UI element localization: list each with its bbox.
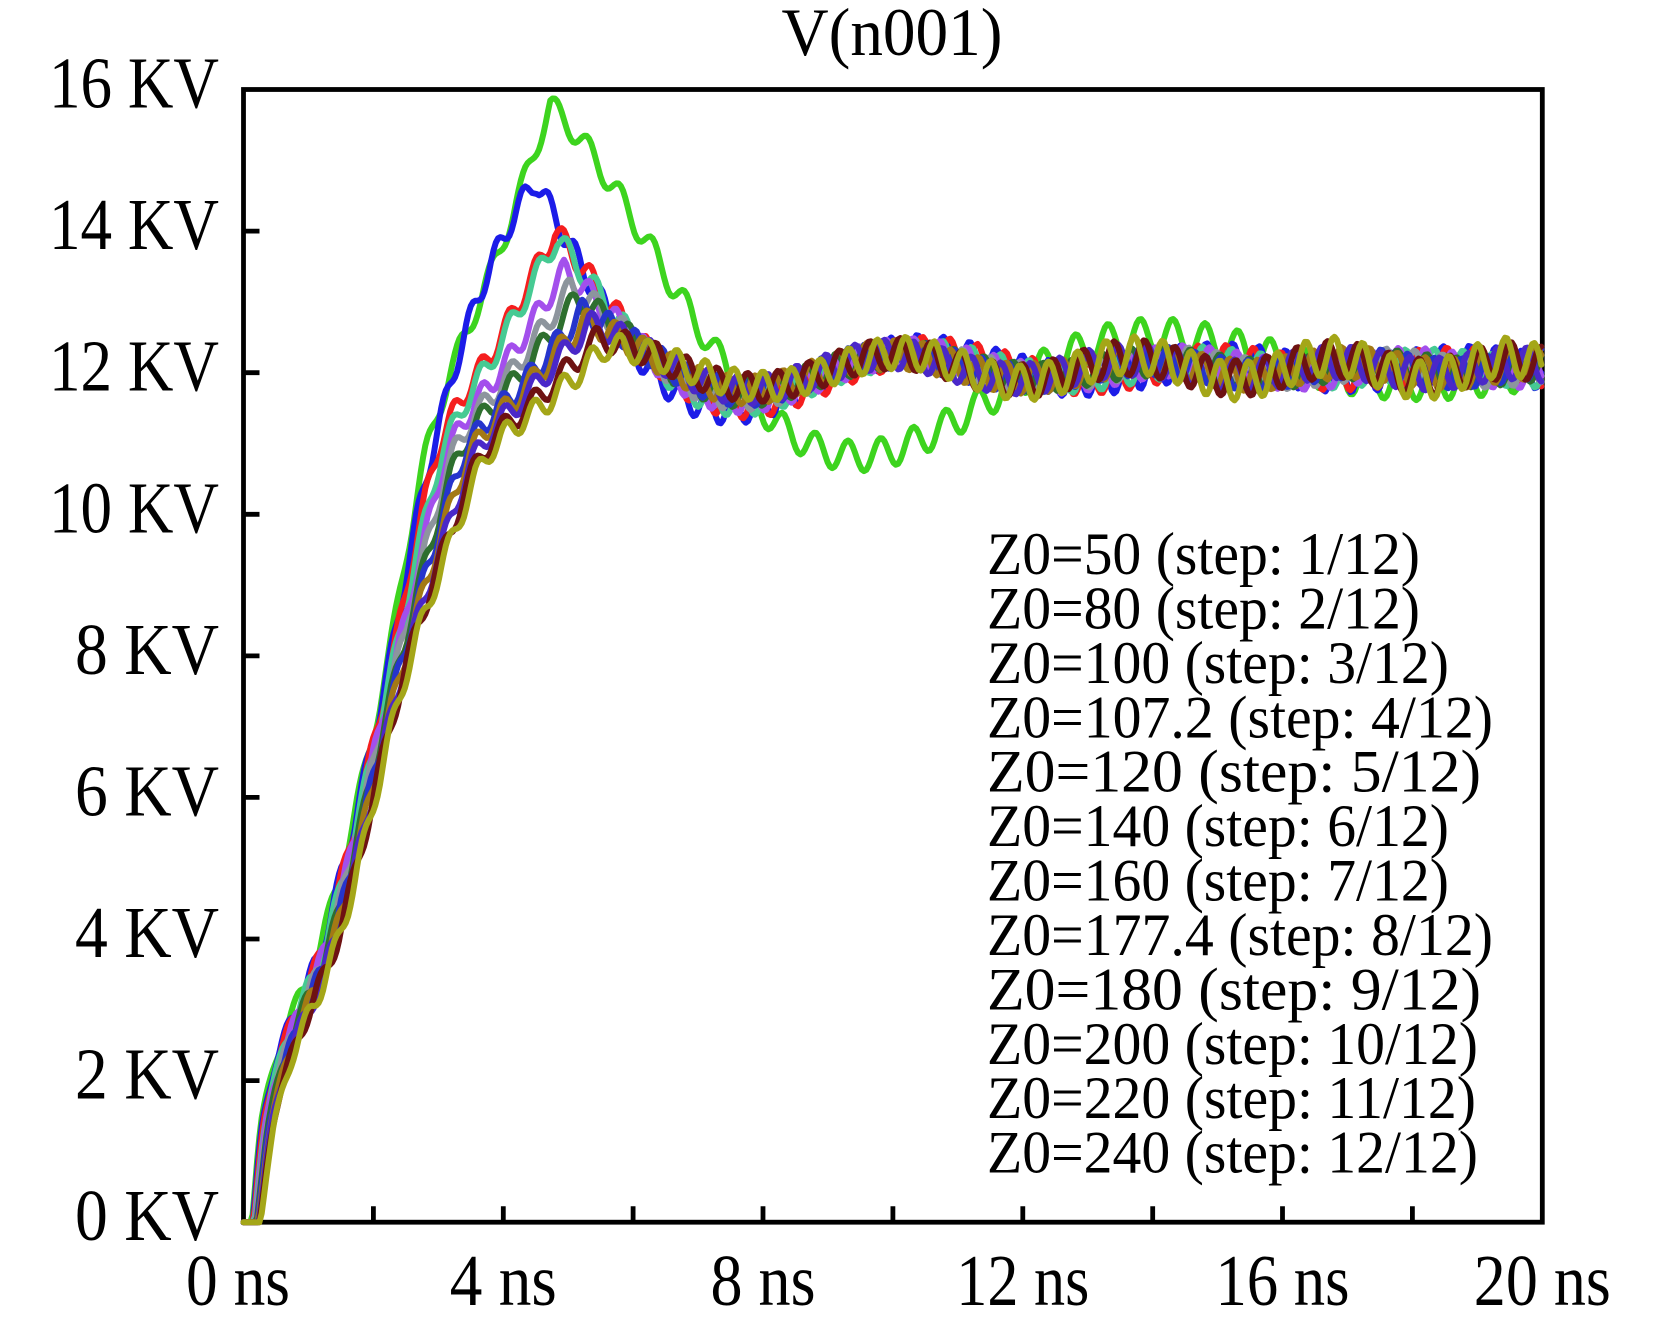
svg-text:14 KV: 14 KV — [49, 184, 219, 265]
svg-text:Z0=160 (step: 7/12): Z0=160 (step: 7/12) — [987, 848, 1449, 914]
svg-text:8 KV: 8 KV — [75, 609, 219, 690]
svg-text:10 KV: 10 KV — [49, 467, 219, 548]
svg-text:Z0=180 (step: 9/12): Z0=180 (step: 9/12) — [987, 956, 1481, 1022]
svg-text:Z0=100 (step: 3/12): Z0=100 (step: 3/12) — [987, 630, 1449, 696]
svg-text:V(n001): V(n001) — [782, 0, 1003, 70]
svg-text:Z0=107.2 (step: 4/12): Z0=107.2 (step: 4/12) — [987, 684, 1493, 750]
svg-text:Z0=240 (step: 12/12): Z0=240 (step: 12/12) — [987, 1120, 1478, 1186]
svg-text:0 ns: 0 ns — [186, 1240, 290, 1321]
svg-text:Z0=120 (step: 5/12): Z0=120 (step: 5/12) — [987, 739, 1481, 805]
svg-text:20 ns: 20 ns — [1474, 1240, 1611, 1321]
svg-text:4 ns: 4 ns — [450, 1240, 557, 1321]
svg-text:6 KV: 6 KV — [75, 750, 219, 831]
svg-text:16 KV: 16 KV — [49, 43, 219, 124]
svg-text:12 ns: 12 ns — [956, 1240, 1089, 1321]
svg-text:8 ns: 8 ns — [711, 1240, 816, 1321]
svg-text:Z0=200 (step: 10/12): Z0=200 (step: 10/12) — [987, 1011, 1478, 1077]
svg-text:Z0=177.4 (step: 8/12): Z0=177.4 (step: 8/12) — [987, 902, 1493, 968]
svg-text:Z0=80 (step: 2/12): Z0=80 (step: 2/12) — [987, 575, 1420, 641]
svg-text:16 ns: 16 ns — [1216, 1240, 1350, 1321]
svg-text:0 KV: 0 KV — [75, 1175, 219, 1256]
svg-text:4 KV: 4 KV — [75, 892, 219, 973]
svg-text:Z0=140 (step: 6/12): Z0=140 (step: 6/12) — [987, 793, 1449, 859]
svg-text:Z0=50 (step: 1/12): Z0=50 (step: 1/12) — [987, 521, 1420, 587]
svg-text:Z0=220 (step: 11/12): Z0=220 (step: 11/12) — [987, 1065, 1476, 1131]
svg-text:12 KV: 12 KV — [49, 326, 219, 407]
svg-text:2 KV: 2 KV — [75, 1034, 219, 1115]
